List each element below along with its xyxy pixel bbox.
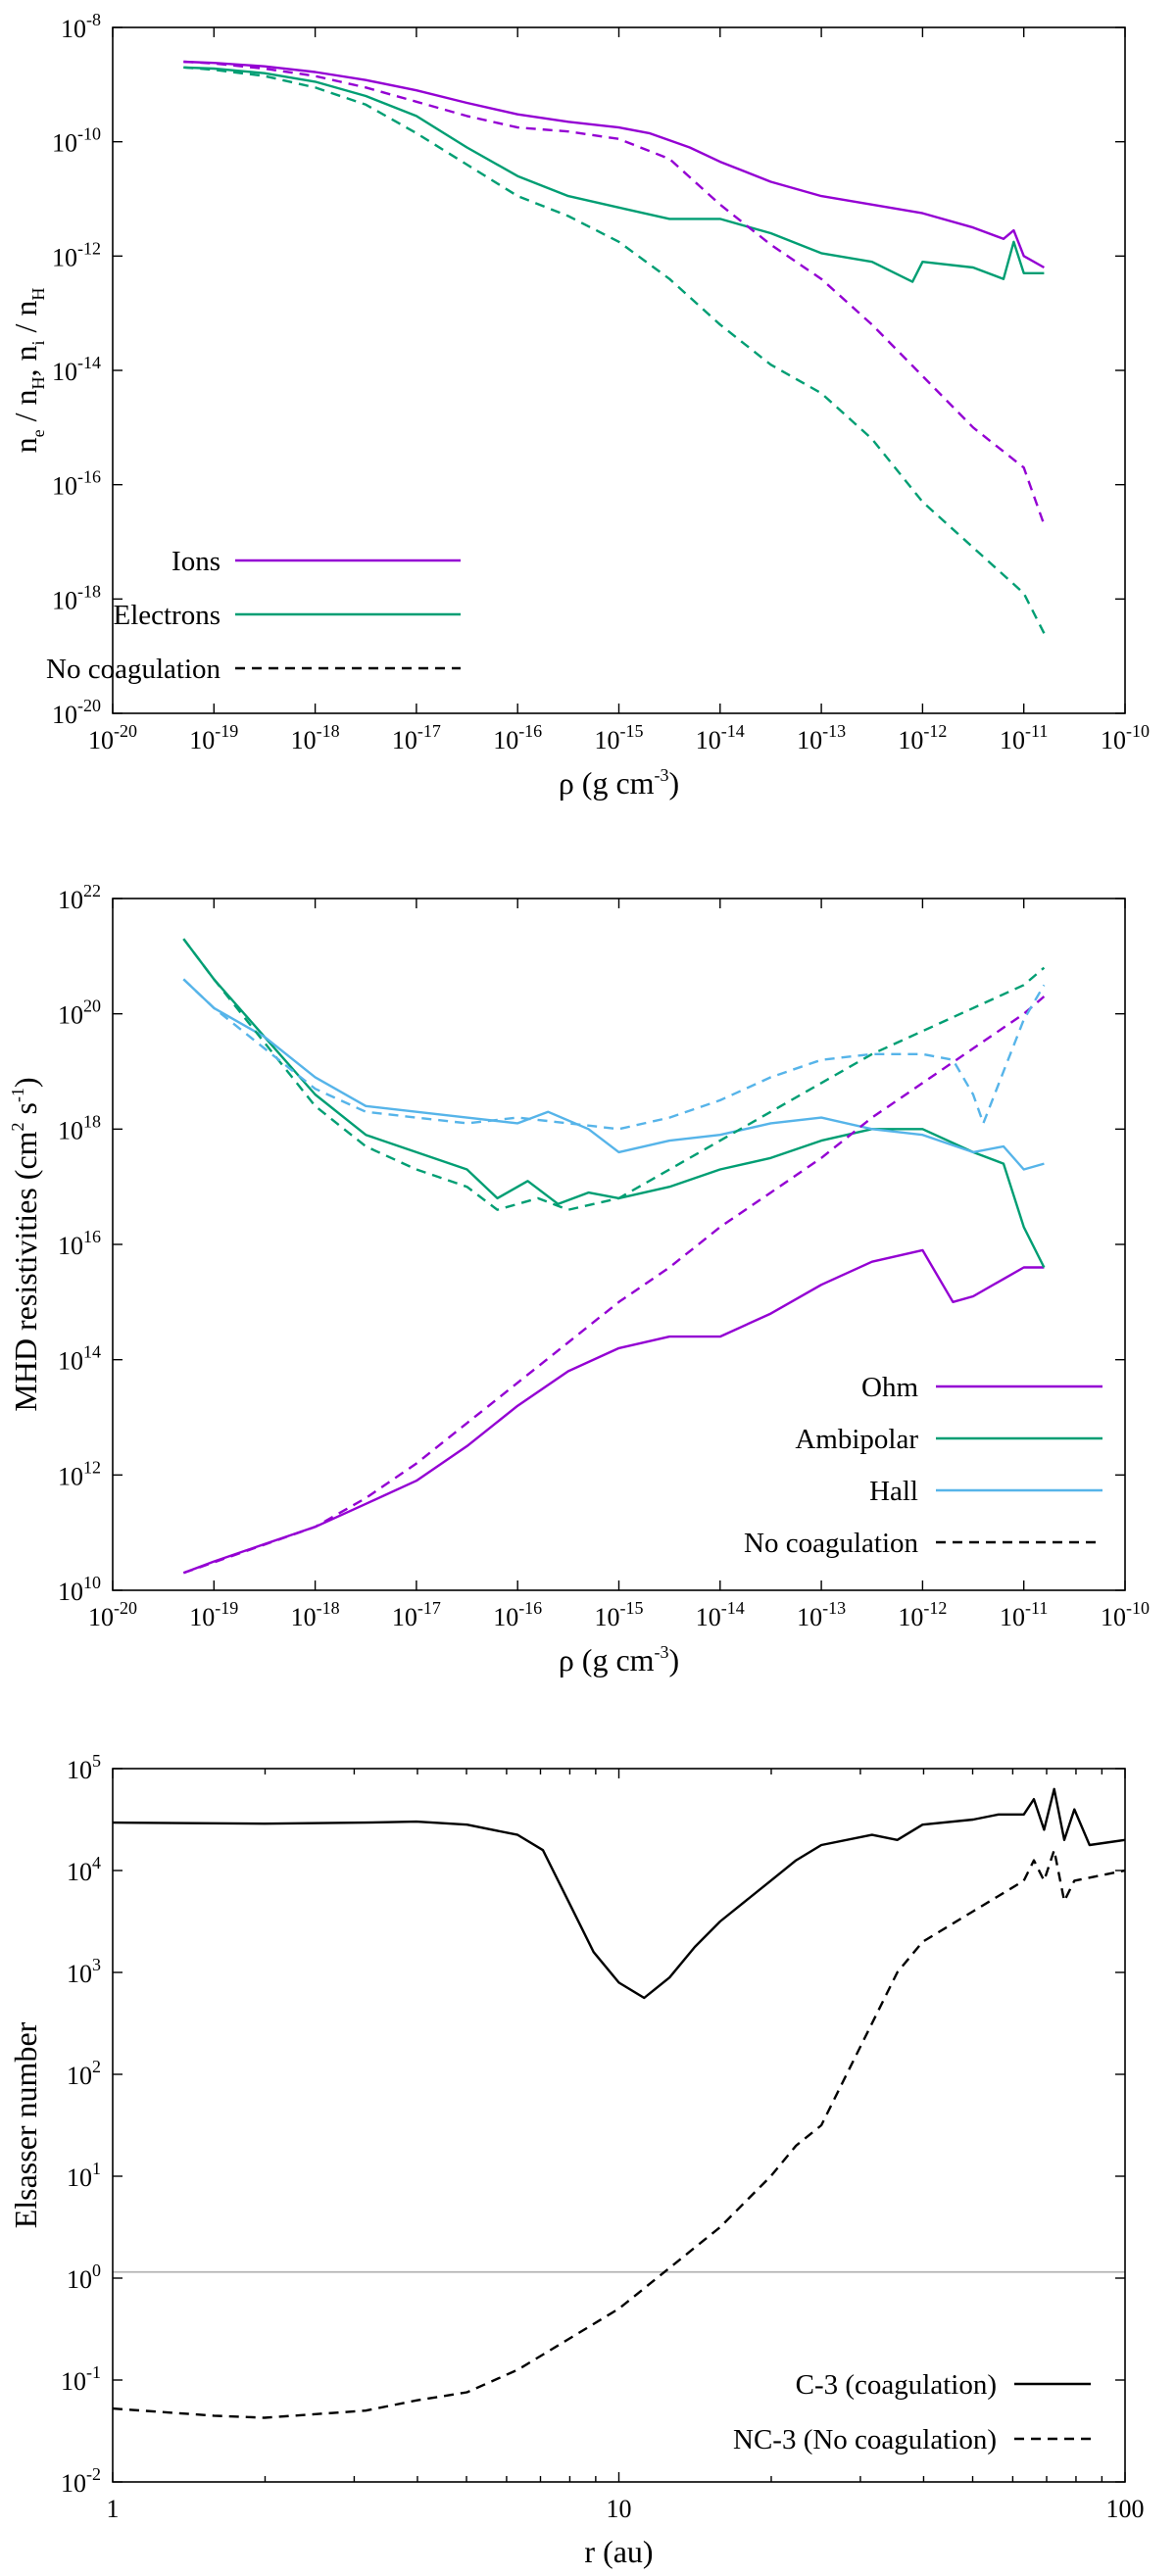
panel-resistivity: 10-20 10-19 10-18 10-17 10-16 10-15 10-14 10-13… bbox=[8, 881, 1150, 1677]
x-tick-label: 10-10 bbox=[1101, 721, 1150, 754]
series-line-2 bbox=[182, 978, 1045, 1171]
y-tick-label: 101 bbox=[67, 2159, 101, 2192]
legend-label: NC-3 (No coagulation) bbox=[733, 2424, 997, 2455]
x-tick-label: 10-20 bbox=[88, 721, 137, 754]
y-tick-label: 10-18 bbox=[52, 581, 101, 614]
panel-abundance: 10-20 10-19 10-18 10-17 10-16 10-15 10-14 10-13… bbox=[8, 10, 1150, 801]
x-tick-label: 10-18 bbox=[291, 721, 340, 754]
series-line-2 bbox=[183, 60, 1046, 525]
y-tick-label: 103 bbox=[67, 1955, 101, 1988]
x-tick-label: 10-13 bbox=[797, 721, 846, 754]
series-line-1 bbox=[183, 66, 1045, 283]
series-line-3 bbox=[183, 66, 1046, 634]
y-tick-label: 105 bbox=[67, 1751, 101, 1784]
series-line-4 bbox=[182, 938, 1046, 1211]
y-tick-label: 102 bbox=[67, 2057, 101, 2090]
x-tick-label: 10-16 bbox=[493, 1598, 542, 1631]
legend-label: Electrons bbox=[113, 600, 220, 631]
y-tick-label: 1022 bbox=[58, 881, 101, 914]
x-tick-label: 10-12 bbox=[898, 721, 947, 754]
x-tick-label: 10-18 bbox=[291, 1598, 340, 1631]
x-tick-label: 10-11 bbox=[1000, 1598, 1048, 1631]
y-axis-label: ne / nH, ni / nH bbox=[8, 288, 48, 454]
legend-label: Hall bbox=[869, 1476, 918, 1507]
legend-label: Ohm bbox=[861, 1372, 918, 1403]
y-tick-label: 104 bbox=[67, 1853, 101, 1886]
legend-label: No coagulation bbox=[744, 1528, 918, 1559]
y-tick-label: 10-12 bbox=[52, 238, 101, 271]
x-tick-label: 10-11 bbox=[1000, 721, 1048, 754]
x-tick-label: 10-15 bbox=[595, 721, 644, 754]
legend-label: Ambipolar bbox=[795, 1424, 918, 1455]
y-tick-label: 10-2 bbox=[61, 2464, 101, 2498]
x-tick-label: 10-14 bbox=[696, 1598, 745, 1631]
y-tick-label: 10-8 bbox=[61, 10, 101, 43]
y-tick-label: 1020 bbox=[58, 996, 101, 1030]
x-tick-label: 10-14 bbox=[696, 721, 745, 754]
y-tick-label: 10-14 bbox=[52, 353, 101, 386]
x-tick-label: 10-10 bbox=[1101, 1598, 1150, 1631]
legend-label: No coagulation bbox=[46, 654, 220, 685]
x-tick-label: 10-19 bbox=[189, 1598, 238, 1631]
series-line-1 bbox=[182, 938, 1046, 1269]
plot-frame bbox=[112, 898, 1126, 1591]
x-tick-label: 10-19 bbox=[189, 721, 238, 754]
series-line-0 bbox=[113, 1787, 1125, 2000]
x-tick-label: 10-17 bbox=[392, 1598, 441, 1631]
series-line-3 bbox=[182, 996, 1046, 1575]
legend-label: Ions bbox=[172, 546, 220, 577]
x-tick-label: 10 bbox=[607, 2495, 632, 2523]
y-axis-label: Elsasser number bbox=[8, 2021, 43, 2228]
x-tick-label: 10-20 bbox=[88, 1598, 137, 1631]
y-tick-label: 1010 bbox=[58, 1573, 101, 1606]
y-tick-label: 10-16 bbox=[52, 467, 101, 501]
panel-elsasser: 1 10 100 10-2 10-1 100 101 102 103 104 105 r (au) El… bbox=[8, 1751, 1145, 2569]
x-tick-label: 100 bbox=[1106, 2495, 1145, 2523]
y-tick-label: 1018 bbox=[58, 1111, 101, 1144]
x-tick-label: 10-17 bbox=[392, 721, 441, 754]
y-tick-label: 10-20 bbox=[52, 696, 101, 729]
x-tick-label: 10-15 bbox=[595, 1598, 644, 1631]
x-tick-label: 10-12 bbox=[898, 1598, 947, 1631]
y-tick-label: 1014 bbox=[58, 1342, 101, 1376]
x-tick-label: 10-16 bbox=[493, 721, 542, 754]
y-tick-label: 1012 bbox=[58, 1457, 101, 1490]
y-tick-label: 1016 bbox=[58, 1227, 101, 1260]
y-axis-label: MHD resistivities (cm2 s-1) bbox=[8, 1077, 43, 1411]
legend-label: C-3 (coagulation) bbox=[796, 2369, 997, 2401]
x-axis-label: r (au) bbox=[584, 2534, 653, 2569]
plot-frame bbox=[112, 26, 1126, 714]
y-tick-label: 100 bbox=[67, 2260, 101, 2294]
y-tick-label: 10-10 bbox=[52, 124, 101, 158]
series-line-5 bbox=[182, 978, 1046, 1131]
x-tick-label: 1 bbox=[107, 2495, 120, 2523]
series-line-0 bbox=[183, 60, 1045, 269]
x-tick-label: 10-13 bbox=[797, 1598, 846, 1631]
x-axis-label: ρ (g cm-3) bbox=[559, 765, 679, 801]
x-axis-label: ρ (g cm-3) bbox=[559, 1642, 679, 1677]
series-line-0 bbox=[182, 1248, 1045, 1575]
y-tick-label: 10-1 bbox=[61, 2362, 101, 2396]
series-line-1 bbox=[113, 1849, 1125, 2419]
